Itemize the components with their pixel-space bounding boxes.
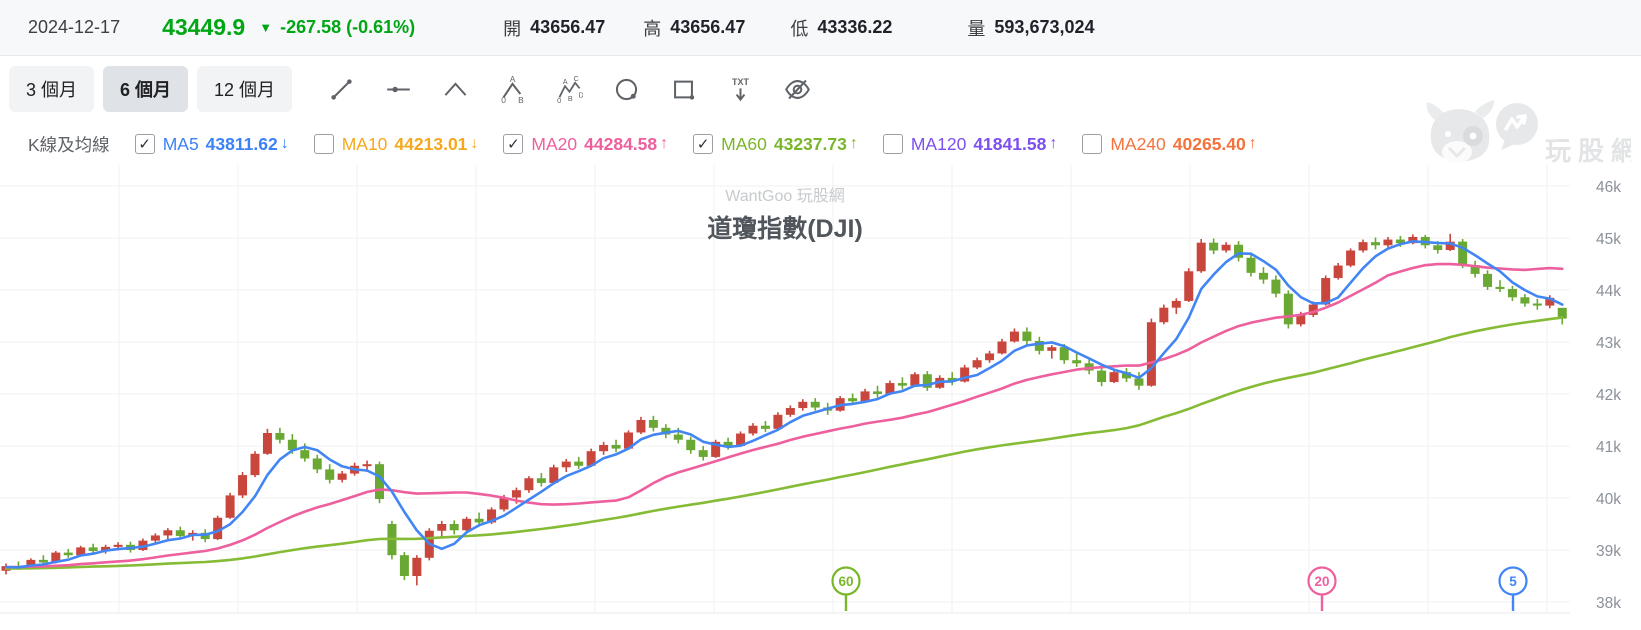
svg-text:0: 0	[557, 96, 561, 103]
period-button-group: 3 個月 6 個月 12 個月	[0, 66, 293, 112]
arrow-up-icon: ↑	[1248, 135, 1257, 152]
open-label: 開	[503, 18, 522, 39]
quote-low: 低 43336.22	[790, 15, 892, 41]
ma5-line	[4, 240, 1564, 569]
ma-period-marker-5: 5	[1498, 566, 1528, 611]
high-value: 43656.47	[670, 17, 746, 37]
hide-drawings-tool-icon[interactable]	[774, 68, 820, 110]
ma-value: 40265.40	[1172, 133, 1246, 154]
trend-line-tool-icon[interactable]	[318, 68, 364, 110]
ma-toggle-ma5[interactable]: ✓ MA5 43811.62 ↓	[134, 133, 289, 155]
ma-value: 43811.62	[205, 133, 278, 154]
quote-price: 43449.9	[162, 14, 246, 40]
rectangle-tool-icon[interactable]	[660, 68, 706, 110]
ma-value: 44284.58	[584, 133, 658, 154]
legend-title: K線及均線	[28, 134, 110, 155]
low-label: 低	[790, 18, 809, 39]
svg-text:46k: 46k	[1596, 179, 1621, 196]
wave-0abcd-tool-icon[interactable]: 0 AB CD	[546, 68, 592, 110]
ma5-checkbox[interactable]: ✓	[134, 134, 155, 154]
angle-tool-icon[interactable]	[432, 68, 478, 110]
ma-toggle-ma60[interactable]: ✓ MA60 43237.73 ↑	[693, 134, 858, 155]
period-button-3[interactable]: 12 個月	[197, 66, 293, 112]
ma-value: 43237.73	[773, 133, 847, 154]
svg-text:D: D	[578, 90, 583, 99]
ma-legend: K線及均線 ✓ MA5 43811.62 ↓ MA10 44213.01 ↓ ✓ MA20 442…	[0, 122, 1641, 166]
svg-text:C: C	[573, 76, 578, 83]
arrow-up-icon: ↑	[660, 135, 669, 152]
svg-text:41k: 41k	[1596, 439, 1621, 456]
candlestick-chart-canvas[interactable]: 46k 45k 44k 43k 42k 41k 40k 39k 38k 60 20 5	[0, 165, 1641, 625]
ma-item-group: ✓ MA5 43811.62 ↓ MA10 44213.01 ↓ ✓ MA20 44284.58 ↑…	[110, 134, 1257, 155]
quote-volume: 量 593,673,024	[967, 15, 1094, 41]
quote-bar: 2024-12-17 43449.9 ▼ -267.58 (-0.61%) 開 …	[0, 0, 1641, 56]
ma-name: MA10	[341, 133, 388, 154]
quote-high: 高 43656.47	[643, 15, 745, 41]
ma-name: MA240	[1110, 133, 1166, 154]
svg-text:B: B	[518, 95, 524, 103]
svg-text:A: A	[509, 76, 515, 84]
svg-text:40k: 40k	[1596, 491, 1621, 508]
svg-text:20: 20	[1314, 574, 1329, 589]
ma-toggle-ma120[interactable]: MA120 41841.58 ↑	[882, 133, 1058, 155]
volume-value: 593,673,024	[994, 17, 1095, 37]
svg-text:A: A	[562, 76, 567, 85]
horizontal-ray-tool-icon[interactable]	[375, 68, 421, 110]
svg-text:60: 60	[838, 574, 853, 589]
ma-value: 41841.58	[973, 133, 1047, 154]
quote-date: 2024-12-17	[28, 17, 121, 37]
volume-label: 量	[967, 18, 986, 39]
down-triangle-icon: ▼	[259, 20, 273, 35]
high-label: 高	[643, 18, 662, 39]
svg-text:B: B	[567, 93, 572, 102]
ma-name: MA20	[531, 133, 578, 154]
svg-text:45k: 45k	[1596, 231, 1621, 248]
ma20-line	[4, 262, 1564, 569]
period-button-2[interactable]: 6 個月	[103, 66, 189, 112]
svg-text:44k: 44k	[1596, 283, 1621, 300]
ma-toggle-ma10[interactable]: MA10 44213.01 ↓	[313, 133, 479, 155]
ma-name: MA120	[910, 133, 967, 154]
ma-toggle-ma20[interactable]: ✓ MA20 44284.58 ↑	[503, 134, 668, 155]
ma60-checkbox[interactable]: ✓	[693, 134, 714, 154]
arrow-up-icon: ↑	[849, 135, 858, 152]
svg-text:39k: 39k	[1596, 543, 1621, 560]
svg-text:0: 0	[501, 95, 506, 103]
ma-name: MA5	[162, 133, 199, 154]
ma-period-marker-20: 20	[1307, 566, 1337, 611]
ma240-checkbox[interactable]	[1082, 134, 1103, 154]
period-button-1[interactable]: 3 個月	[9, 66, 95, 112]
ma20-checkbox[interactable]: ✓	[503, 134, 524, 154]
ma-value: 44213.01	[394, 133, 468, 154]
arrow-down-icon: ↓	[470, 135, 479, 152]
candlestick-series	[1, 233, 1567, 586]
quote-change: -267.58 (-0.61%)	[280, 17, 416, 37]
svg-text:38k: 38k	[1596, 595, 1621, 612]
arrow-down-icon: ↓	[280, 135, 289, 152]
low-value: 43336.22	[817, 17, 893, 37]
svg-text:43k: 43k	[1596, 335, 1621, 352]
y-axis-labels: 46k 45k 44k 43k 42k 41k 40k 39k 38k	[1596, 179, 1621, 612]
arrow-up-icon: ↑	[1049, 135, 1058, 152]
ellipse-tool-icon[interactable]	[603, 68, 649, 110]
ma120-checkbox[interactable]	[882, 134, 903, 154]
text-tool-icon[interactable]: TXT	[717, 68, 763, 110]
ma60-line	[4, 316, 1564, 570]
open-value: 43656.47	[530, 17, 606, 37]
grid-lines	[0, 165, 1570, 614]
ma10-checkbox[interactable]	[313, 134, 334, 154]
ma-period-marker-60: 60	[831, 566, 861, 611]
wave-0ab-tool-icon[interactable]: 0 A B	[489, 68, 535, 110]
svg-text:42k: 42k	[1596, 387, 1621, 404]
ma-toggle-ma240[interactable]: MA240 40265.40 ↑	[1082, 133, 1257, 155]
svg-text:5: 5	[1509, 574, 1517, 589]
quote-open: 開 43656.47	[503, 15, 605, 41]
svg-text:TXT: TXT	[732, 77, 750, 87]
chart-area[interactable]: WantGoo 玩股網 道瓊指數(DJI) 46k 45k 44k 43k 42k 41k…	[0, 165, 1641, 625]
ma-name: MA60	[721, 133, 767, 154]
drawing-tool-group: 0AB0ABCDTXT	[318, 68, 831, 110]
